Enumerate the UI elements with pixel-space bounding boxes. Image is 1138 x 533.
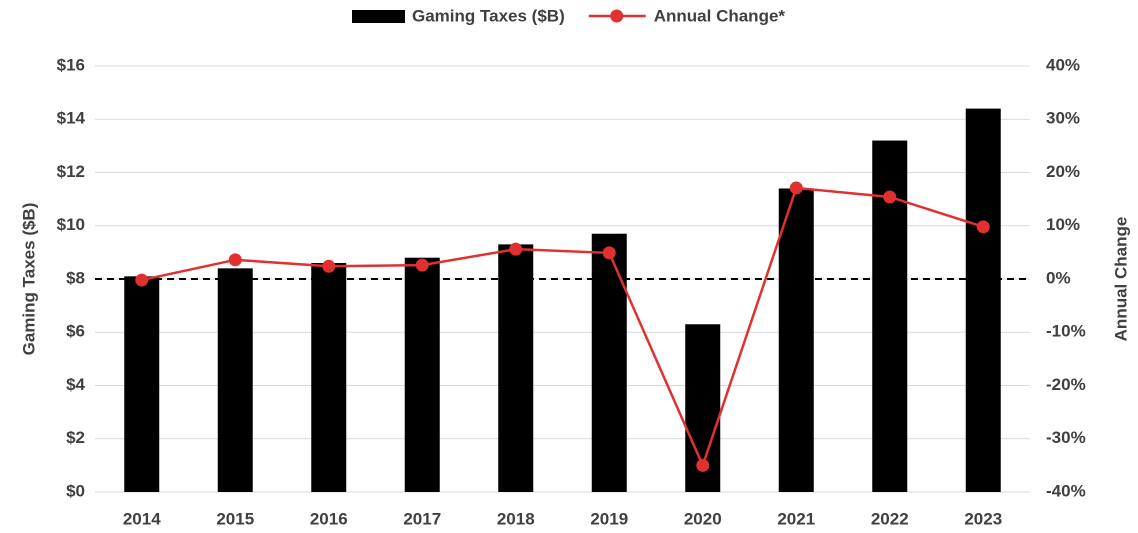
x-tick-label: 2018 [497, 509, 535, 528]
y-tick-label: $8 [66, 268, 85, 287]
y-axis-label: Gaming Taxes ($B) [19, 203, 38, 356]
y-tick-label: $10 [57, 215, 85, 234]
x-tick-label: 2019 [590, 509, 628, 528]
bar [498, 244, 534, 492]
line-point [509, 242, 523, 256]
line-point [789, 181, 803, 195]
bar [124, 276, 160, 492]
legend-label: Annual Change* [654, 6, 786, 25]
x-tick-label: 2022 [871, 509, 909, 528]
line-point [883, 190, 897, 204]
legend-label: Gaming Taxes ($B) [412, 6, 565, 25]
line-point [322, 259, 336, 273]
y2-axis-label: Annual Change [1111, 217, 1130, 342]
y-tick-label: $14 [57, 109, 86, 128]
bar [217, 268, 253, 492]
y2-tick-label: -40% [1046, 481, 1086, 500]
y2-tick-label: 20% [1046, 162, 1080, 181]
x-tick-label: 2023 [964, 509, 1002, 528]
line-point [976, 220, 990, 234]
x-tick-label: 2014 [123, 509, 161, 528]
y-tick-label: $0 [66, 481, 85, 500]
line-point [135, 273, 149, 287]
legend-swatch [610, 9, 624, 23]
y2-tick-label: 40% [1046, 55, 1080, 74]
bar [778, 188, 814, 492]
bar [311, 263, 347, 492]
x-tick-label: 2015 [216, 509, 254, 528]
line-point [228, 253, 242, 267]
y-tick-label: $16 [57, 55, 85, 74]
y2-tick-label: -20% [1046, 375, 1086, 394]
y-tick-label: $4 [66, 375, 85, 394]
y2-tick-label: -30% [1046, 428, 1086, 447]
line [141, 186, 984, 469]
y-tick-label: $6 [66, 322, 85, 341]
x-tick-label: 2021 [777, 509, 815, 528]
line-point [602, 246, 616, 260]
line-point [415, 258, 429, 272]
y-tick-label: $12 [57, 162, 85, 181]
bar [404, 257, 440, 492]
line-point [696, 458, 710, 472]
x-tick-label: 2020 [684, 509, 722, 528]
y2-tick-label: 30% [1046, 109, 1080, 128]
bar [965, 108, 1001, 492]
y2-tick-label: -10% [1046, 322, 1086, 341]
x-tick-label: 2017 [403, 509, 441, 528]
bar [591, 233, 627, 493]
x-tick-label: 2016 [310, 509, 348, 528]
y2-tick-label: 0% [1046, 268, 1071, 287]
y2-tick-label: 10% [1046, 215, 1080, 234]
legend-swatch [352, 10, 405, 23]
y-tick-label: $2 [66, 428, 85, 447]
